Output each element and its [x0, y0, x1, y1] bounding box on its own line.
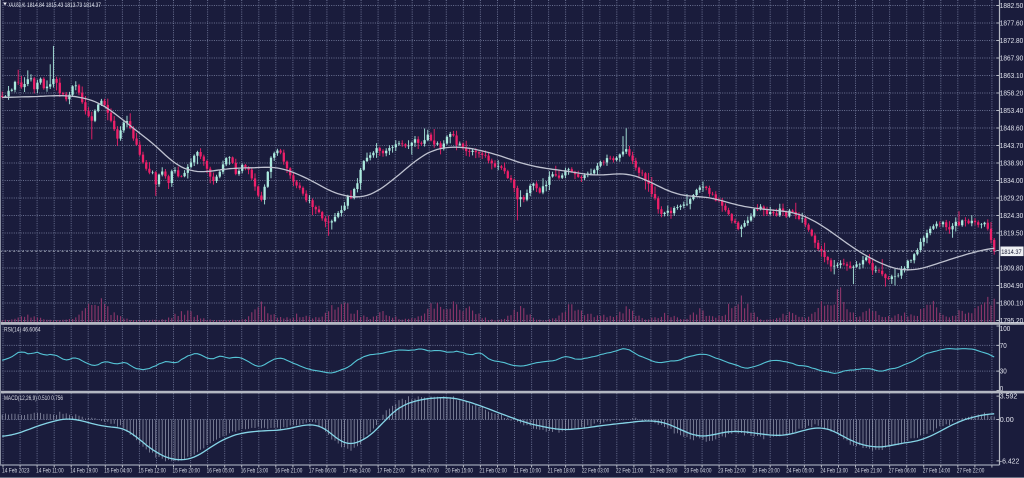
svg-text:20 Feb 15:00: 20 Feb 15:00 [445, 467, 473, 474]
svg-text:23 Feb 04:00: 23 Feb 04:00 [684, 467, 712, 474]
svg-text:20 Feb 07:00: 20 Feb 07:00 [411, 467, 439, 474]
svg-text:1795.20: 1795.20 [1000, 318, 1024, 325]
svg-text:-6.422: -6.422 [1000, 458, 1020, 465]
svg-text:14 Feb 11:00: 14 Feb 11:00 [36, 467, 64, 474]
svg-text:24 Feb 13:00: 24 Feb 13:00 [820, 467, 848, 474]
svg-text:1800.10: 1800.10 [1000, 300, 1024, 307]
svg-text:15 Feb 04:00: 15 Feb 04:00 [104, 467, 132, 474]
svg-text:21 Feb 10:00: 21 Feb 10:00 [514, 467, 542, 474]
svg-text:22 Feb 03:00: 22 Feb 03:00 [582, 467, 610, 474]
svg-text:3.592: 3.592 [1000, 394, 1018, 401]
svg-text:17 Feb 14:00: 17 Feb 14:00 [343, 467, 371, 474]
svg-text:15 Feb 20:00: 15 Feb 20:00 [173, 467, 201, 474]
svg-text:1877.60: 1877.60 [1000, 20, 1024, 27]
svg-text:14 Feb 2023: 14 Feb 2023 [2, 467, 30, 474]
svg-text:27 Feb 14:00: 27 Feb 14:00 [923, 467, 951, 474]
svg-text:1858.20: 1858.20 [1000, 90, 1024, 97]
svg-text:1882.50: 1882.50 [1000, 3, 1024, 10]
svg-text:1834.00: 1834.00 [1000, 178, 1024, 185]
svg-text:0.00: 0.00 [1000, 417, 1014, 424]
svg-text:1872.80: 1872.80 [1000, 38, 1024, 45]
svg-text:1843.70: 1843.70 [1000, 143, 1024, 150]
svg-text:21 Feb 18:00: 21 Feb 18:00 [548, 467, 576, 474]
svg-text:17 Feb 06:00: 17 Feb 06:00 [309, 467, 337, 474]
svg-text:1824.30: 1824.30 [1000, 213, 1024, 220]
svg-text:1809.80: 1809.80 [1000, 265, 1024, 272]
svg-text:RSI(14) 46.6064: RSI(14) 46.6064 [4, 327, 41, 334]
svg-text:23 Feb 20:00: 23 Feb 20:00 [752, 467, 780, 474]
svg-text:22 Feb 19:00: 22 Feb 19:00 [650, 467, 678, 474]
svg-text:XAUUSD,H1: XAUUSD,H1 [9, 3, 26, 9]
svg-text:16 Feb 21:00: 16 Feb 21:00 [275, 467, 303, 474]
svg-text:24 Feb 05:00: 24 Feb 05:00 [786, 467, 814, 474]
svg-text:24 Feb 21:00: 24 Feb 21:00 [855, 467, 883, 474]
svg-text:100: 100 [1000, 326, 1011, 333]
svg-text:30: 30 [1000, 369, 1007, 376]
svg-text:23 Feb 12:00: 23 Feb 12:00 [718, 467, 746, 474]
svg-text:15 Feb 12:00: 15 Feb 12:00 [138, 467, 166, 474]
svg-text:70: 70 [1000, 343, 1007, 350]
svg-text:16 Feb 13:00: 16 Feb 13:00 [241, 467, 269, 474]
svg-text:1867.90: 1867.90 [1000, 55, 1024, 62]
svg-text:1804.90: 1804.90 [1000, 283, 1024, 290]
svg-text:22 Feb 11:00: 22 Feb 11:00 [616, 467, 644, 474]
svg-text:27 Feb 22:00: 27 Feb 22:00 [957, 467, 985, 474]
svg-text:1848.60: 1848.60 [1000, 125, 1024, 132]
svg-text:1853.40: 1853.40 [1000, 108, 1024, 115]
svg-text:1819.50: 1819.50 [1000, 230, 1024, 237]
svg-text:1829.20: 1829.20 [1000, 195, 1024, 202]
svg-text:MACD(12,26,9) 0.510 0.756: MACD(12,26,9) 0.510 0.756 [4, 395, 63, 402]
svg-text:1814.37: 1814.37 [1001, 249, 1022, 256]
svg-text:17 Feb 22:00: 17 Feb 22:00 [377, 467, 405, 474]
svg-text:1838.90: 1838.90 [1000, 160, 1024, 167]
svg-text:14 Feb 19:00: 14 Feb 19:00 [70, 467, 98, 474]
svg-text:21 Feb 02:00: 21 Feb 02:00 [479, 467, 507, 474]
svg-text:16 Feb 05:00: 16 Feb 05:00 [207, 467, 235, 474]
svg-text:1814.84 1815.43 1813.73 1814.3: 1814.84 1815.43 1813.73 1814.37 [27, 2, 101, 9]
svg-text:1863.10: 1863.10 [1000, 73, 1024, 80]
svg-text:0: 0 [1000, 386, 1004, 393]
svg-text:27 Feb 06:00: 27 Feb 06:00 [889, 467, 917, 474]
